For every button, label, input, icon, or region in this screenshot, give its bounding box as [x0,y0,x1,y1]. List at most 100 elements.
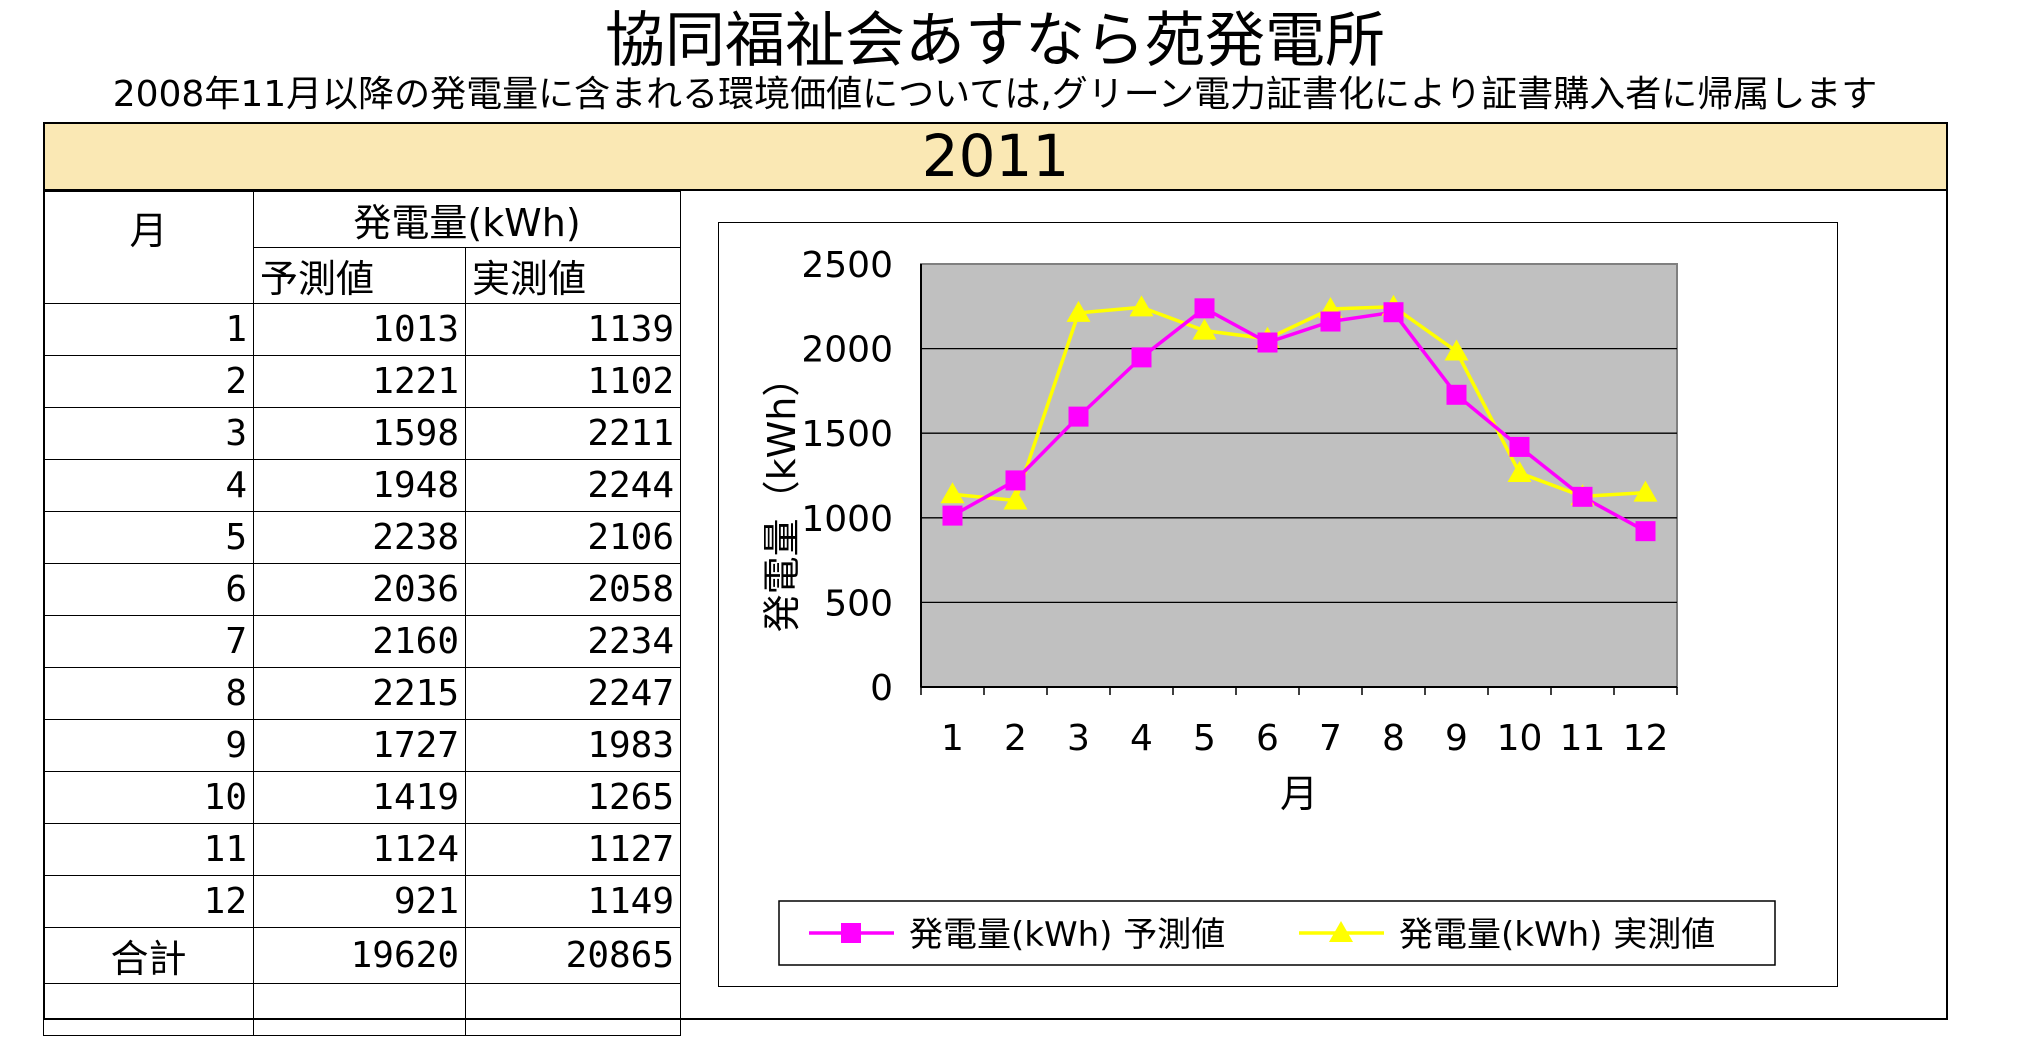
legend-marker [841,923,861,943]
data-point-forecast [1257,332,1278,353]
forecast-cell: 1124 [253,823,466,876]
legend-box [778,900,1776,966]
table-row: 3 1598 2211 [43,407,682,460]
legend-label: 発電量(kWh) 実測値 [1399,915,1715,955]
year-banner: 2011 [43,122,1948,191]
x-tick-label: 1 [941,718,964,759]
x-tick-label: 12 [1623,718,1669,759]
forecast-cell: 1013 [253,303,466,356]
forecast-cell: 1948 [253,459,466,512]
month-cell: 6 [43,563,254,616]
x-tick-label: 5 [1193,718,1216,759]
total-actual-cell: 20865 [464,927,682,984]
x-tick-label: 7 [1319,718,1342,759]
month-cell: 7 [43,615,254,668]
table-row: 1 1013 1139 [43,303,682,356]
data-point-actual [1003,488,1028,510]
month-cell: 11 [43,823,254,876]
actual-column-header: 実測値 [464,247,682,304]
x-tick-label: 6 [1256,718,1279,759]
month-cell: 2 [43,355,254,408]
data-point-forecast [1572,486,1593,507]
actual-cell: 2211 [464,407,682,460]
month-cell: 12 [43,875,254,928]
x-tick-label: 4 [1130,718,1153,759]
empty-row [43,983,682,1036]
month-cell: 1 [43,303,254,356]
data-point-forecast [1320,311,1341,332]
total-row: 合計 19620 20865 [43,927,682,984]
actual-cell: 2106 [464,511,682,564]
y-tick-label: 1500 [801,414,893,455]
table-row: 4 1948 2244 [43,459,682,512]
forecast-cell: 1727 [253,719,466,772]
table-row: 2 1221 1102 [43,355,682,408]
actual-cell: 2247 [464,667,682,720]
table-row: 6 2036 2058 [43,563,682,616]
y-tick-label: 2000 [801,330,893,371]
forecast-cell: 1598 [253,407,466,460]
data-point-forecast [1131,347,1152,368]
data-point-forecast [1194,298,1215,319]
actual-cell: 1139 [464,303,682,356]
x-tick-label: 3 [1067,718,1090,759]
month-cell: 10 [43,771,254,824]
actual-cell: 1102 [464,355,682,408]
forecast-cell: 1419 [253,771,466,824]
month-header: 月 [43,191,254,304]
x-axis-label: 月 [1280,772,1318,816]
actual-cell: 2244 [464,459,682,512]
plot-area [920,263,1678,688]
empty-cell [43,983,254,1036]
forecast-cell: 2215 [253,667,466,720]
annual-generation-chart: 年間発電量05001000150020002500123456789101112… [760,245,1776,966]
data-point-forecast [1635,521,1656,542]
actual-cell: 2234 [464,615,682,668]
y-axis-label: 発電量（kWh） [760,359,804,633]
actual-cell: 1127 [464,823,682,876]
total-label: 合計 [43,927,254,984]
data-point-forecast [942,505,963,526]
data-point-actual [1129,295,1154,317]
empty-cell [464,983,682,1036]
forecast-cell: 2036 [253,563,466,616]
data-point-forecast [1068,406,1089,427]
data-point-forecast [1446,384,1467,405]
month-cell: 4 [43,459,254,512]
x-tick-label: 8 [1382,718,1405,759]
forecast-cell: 2238 [253,511,466,564]
x-tick-label: 10 [1497,718,1543,759]
forecast-cell: 2160 [253,615,466,668]
actual-cell: 1983 [464,719,682,772]
data-point-actual [1192,318,1217,340]
series-line-forecast [951,306,1647,533]
data-point-actual [1066,300,1091,322]
x-tick-label: 2 [1004,718,1027,759]
chart-area: 年間発電量05001000150020002500123456789101112… [718,222,1838,987]
actual-cell: 1149 [464,875,682,928]
table-row: 12 921 1149 [43,875,682,928]
actual-cell: 2058 [464,563,682,616]
legend-label: 発電量(kWh) 予測値 [909,915,1225,955]
month-cell: 8 [43,667,254,720]
y-tick-label: 500 [824,583,893,624]
page-title: 協同福祉会あすなら苑発電所 [605,6,1385,76]
forecast-cell: 1221 [253,355,466,408]
generation-group-header: 発電量(kWh) [252,191,682,248]
forecast-cell: 921 [253,875,466,928]
forecast-column-header: 予測値 [253,247,466,304]
month-cell: 9 [43,719,254,772]
month-cell: 3 [43,407,254,460]
table-row: 9 1727 1983 [43,719,682,772]
y-tick-label: 0 [870,668,893,709]
data-point-actual [940,482,965,504]
x-tick-label: 9 [1445,718,1468,759]
table-row: 5 2238 2106 [43,511,682,564]
table-row: 7 2160 2234 [43,615,682,668]
x-tick-label: 11 [1560,718,1606,759]
data-point-forecast [1005,470,1026,491]
generation-table: 月 発電量(kWh) 予測値 実測値 1 1013 1139 2 1221 1102 3 15… [43,191,682,1036]
data-point-forecast [1509,436,1530,457]
y-tick-label: 2500 [801,245,893,286]
series-line-actual [952,305,1646,503]
